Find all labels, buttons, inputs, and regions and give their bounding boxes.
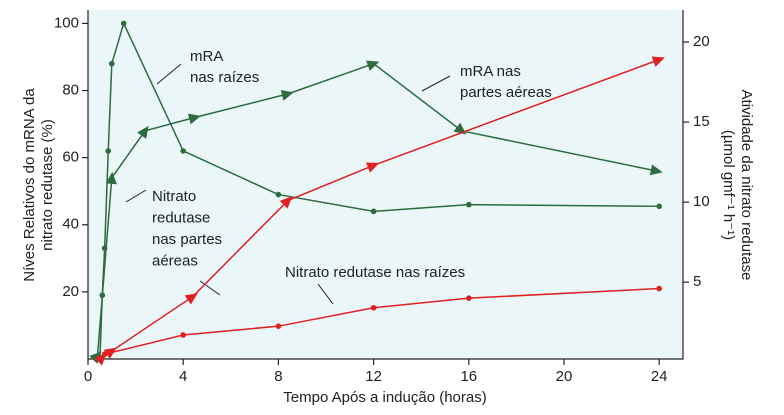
y2-tick-label: 5 <box>693 273 701 290</box>
annotation: nas partes <box>152 231 222 248</box>
y2-tick-label: 15 <box>693 113 710 130</box>
leader-line <box>317 283 334 305</box>
point <box>649 164 663 176</box>
point <box>137 125 149 139</box>
point <box>365 162 380 173</box>
point <box>184 293 198 305</box>
x-tick-label: 0 <box>84 368 92 385</box>
annotation: nas raízes <box>190 69 259 86</box>
x-tick-label: 8 <box>274 368 282 385</box>
x-tick-label: 20 <box>556 368 573 385</box>
y-tick-label: 80 <box>62 82 79 99</box>
series-line <box>104 287 660 355</box>
point <box>105 171 117 185</box>
annotation: Nitrato <box>152 188 196 205</box>
axes <box>87 10 684 360</box>
point <box>656 203 662 210</box>
point <box>370 208 377 215</box>
y-tick-label: 40 <box>62 216 79 233</box>
point <box>180 148 186 154</box>
point <box>120 20 127 27</box>
point <box>105 148 112 154</box>
leader-line <box>421 75 451 92</box>
point <box>109 60 115 67</box>
annotation: Nitrato redutase nas raízes <box>285 264 465 281</box>
point <box>101 351 108 357</box>
leader-line <box>125 189 147 203</box>
point <box>466 295 472 301</box>
y-axis-label: nitrato redutase (%) <box>39 119 56 251</box>
point <box>656 285 662 292</box>
annotation: mRA <box>190 48 223 65</box>
leader-line <box>199 280 221 296</box>
point <box>366 60 380 71</box>
x-axis-label: Tempo Após a indução (horas) <box>283 389 486 406</box>
point <box>280 90 294 101</box>
point <box>187 113 201 125</box>
leader-lines <box>125 63 451 305</box>
point <box>466 201 472 208</box>
annotation: aéreas <box>152 252 198 269</box>
point <box>651 56 665 67</box>
annotation: partes aéreas <box>460 84 552 101</box>
point <box>370 304 377 311</box>
series-line <box>96 62 657 356</box>
x-tick-label: 4 <box>179 368 187 385</box>
y-tick-label: 100 <box>54 14 79 31</box>
x-tick-label: 24 <box>651 368 668 385</box>
y2-tick-label: 20 <box>693 33 710 50</box>
point <box>275 191 282 198</box>
annotation: mRA nas <box>460 63 521 80</box>
y-axis-label: Níves Relativos do mRNA da <box>21 88 38 282</box>
x-tick-label: 16 <box>460 368 477 385</box>
point <box>180 332 186 338</box>
y2-tick-label: 10 <box>693 193 710 210</box>
y-tick-label: 60 <box>62 149 79 166</box>
annotation: redutase <box>152 209 210 226</box>
x-tick-label: 12 <box>365 368 382 385</box>
y2-axis-label: Atividade da nitrato redutase <box>738 90 755 281</box>
point <box>275 323 282 329</box>
point <box>279 196 293 209</box>
leader-line <box>156 63 182 85</box>
y-tick-label: 20 <box>62 283 79 300</box>
y2-axis-label: (µmol gmf⁻¹ h⁻¹) <box>720 130 737 240</box>
